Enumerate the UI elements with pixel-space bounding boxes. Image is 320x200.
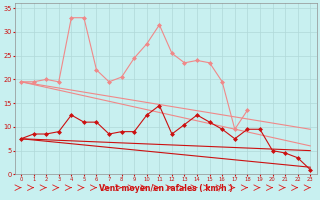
X-axis label: Vent moyen/en rafales ( km/h ): Vent moyen/en rafales ( km/h ) — [99, 184, 233, 193]
